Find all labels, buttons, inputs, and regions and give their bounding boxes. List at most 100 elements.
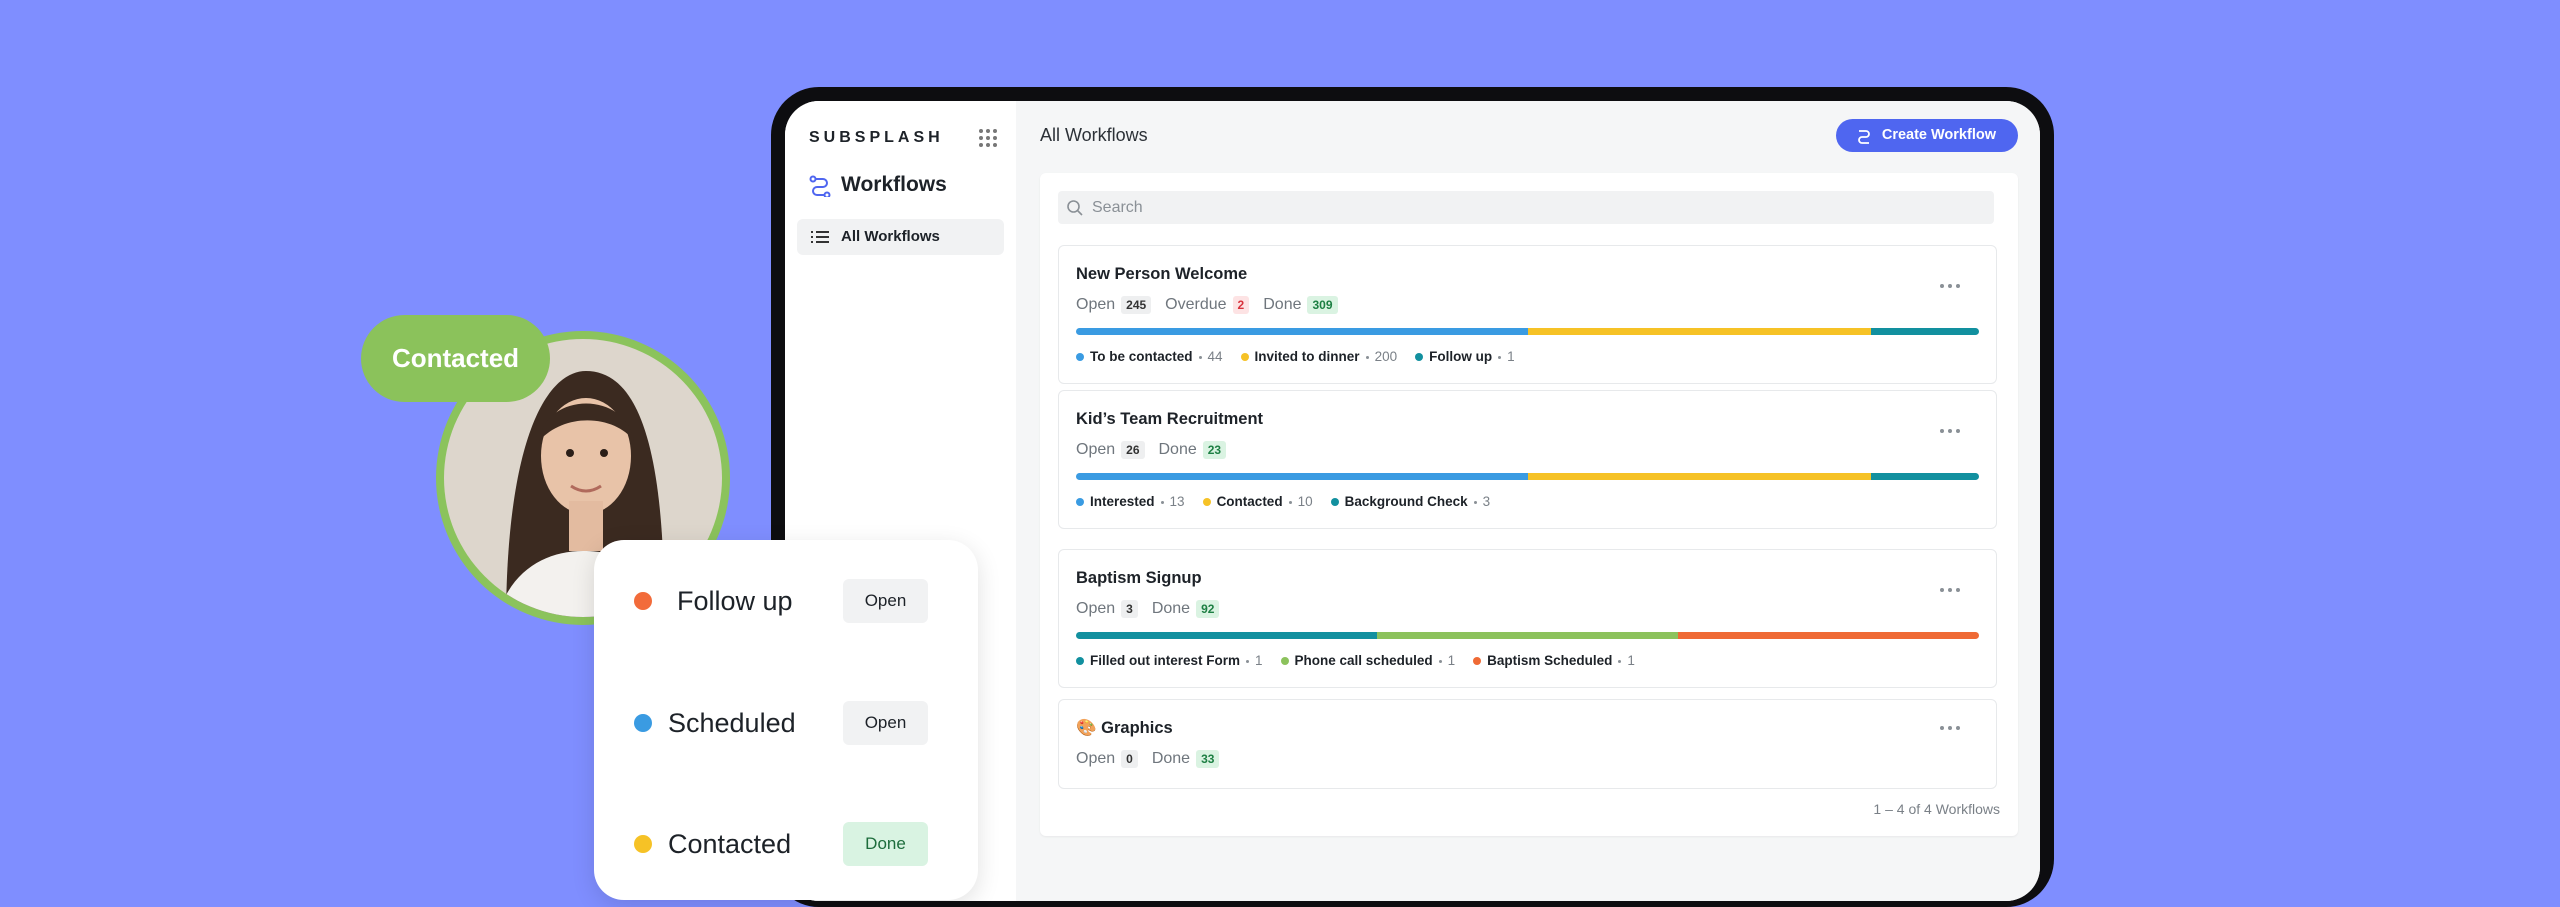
- step-count: 44: [1207, 349, 1223, 364]
- workflow-card[interactable]: Baptism Signup Open 3 Done 92 Filled out inte…: [1058, 549, 1997, 688]
- separator-dot: [1246, 659, 1250, 663]
- brand-logo: SUBSPLASH: [809, 129, 944, 146]
- search-box[interactable]: Search: [1058, 191, 1994, 224]
- separator-dot: [1438, 659, 1442, 663]
- legend-item: Phone call scheduled 1: [1280, 651, 1456, 671]
- count-item: Done 92: [1152, 596, 1220, 622]
- legend-item: Interested 13: [1076, 492, 1185, 512]
- workflow-title: Baptism Signup: [1076, 566, 1979, 590]
- count-label: Open: [1076, 296, 1116, 313]
- progress-segment: [1527, 473, 1871, 480]
- workflow-icon: 🎨: [1076, 719, 1097, 737]
- count-row: Open 3 Done 92: [1076, 596, 1979, 622]
- status-row: Scheduled Open: [594, 701, 978, 745]
- count-item: Done 33: [1152, 746, 1220, 772]
- step-legend: Filled out interest Form 1 Phone call sche…: [1076, 651, 1979, 671]
- workflow-title: 🎨 Graphics: [1076, 716, 1979, 740]
- count-row: Open 26 Done 23: [1076, 437, 1979, 463]
- workflow-title: New Person Welcome: [1076, 262, 1979, 286]
- apps-icon[interactable]: [979, 129, 997, 147]
- more-menu[interactable]: [1940, 429, 1960, 433]
- button-icon: [1858, 130, 1870, 144]
- count-value: 245: [1121, 296, 1152, 314]
- count-value: 26: [1121, 441, 1145, 459]
- progress-segment: [1527, 328, 1871, 335]
- progress-segment: [1678, 632, 1979, 639]
- status-label: Scheduled: [668, 708, 796, 738]
- status-row: Contacted Done: [594, 822, 978, 866]
- search-placeholder: Search: [1092, 199, 1143, 216]
- workflow-name: New Person Welcome: [1076, 265, 1248, 283]
- progress-bar: [1076, 328, 1979, 335]
- legend-dot: [1473, 657, 1482, 665]
- more-menu[interactable]: [1940, 284, 1960, 288]
- workflow-panel: Search 1 – 4 of 4 Workflows New Person W…: [1040, 173, 2018, 836]
- step-name: Invited to dinner: [1254, 349, 1360, 364]
- count-item: Open 245: [1076, 292, 1152, 318]
- status-card: Follow up Open Scheduled Open Contacted Done: [594, 540, 978, 900]
- count-label: Done: [1151, 600, 1191, 617]
- progress-segment: [1377, 632, 1678, 639]
- separator-dot: [1498, 355, 1502, 359]
- step-name: To be contacted: [1090, 349, 1193, 364]
- count-label: Open: [1076, 441, 1116, 458]
- legend-item: Follow up 1: [1415, 347, 1515, 367]
- step-count: 13: [1169, 494, 1185, 509]
- legend-dot: [1076, 657, 1084, 665]
- step-name: Follow up: [1429, 349, 1493, 364]
- create-button[interactable]: Create Workflow: [1835, 119, 2018, 152]
- step-count: 1: [1447, 653, 1456, 668]
- more-menu[interactable]: [1940, 726, 1960, 730]
- nav-label: All Workflows: [841, 228, 940, 245]
- status-row: Follow up Open: [594, 579, 978, 623]
- progress-segment: [1076, 632, 1377, 639]
- count-value: 33: [1196, 750, 1220, 768]
- step-name: Baptism Scheduled: [1487, 653, 1613, 668]
- count-value: 309: [1307, 296, 1338, 314]
- workflow-card[interactable]: Kid’s Team Recruitment Open 26 Done 23 Intere…: [1058, 390, 1997, 529]
- separator-dot: [1288, 500, 1292, 504]
- step-name: Filled out interest Form: [1090, 653, 1241, 668]
- progress-segment: [1870, 473, 1979, 480]
- count-item: Overdue 2: [1165, 292, 1250, 318]
- separator-dot: [1198, 355, 1202, 359]
- workflow-card[interactable]: New Person Welcome Open 245 Overdue 2 Done 309…: [1058, 245, 1997, 384]
- progress-segment: [1870, 328, 1979, 335]
- count-row: Open 245 Overdue 2 Done 309: [1076, 292, 1979, 318]
- status-badge[interactable]: Open: [843, 579, 928, 623]
- step-name: Contacted: [1216, 494, 1283, 509]
- count-label: Done: [1263, 296, 1302, 313]
- count-row: Open 0 Done 33: [1076, 746, 1979, 772]
- more-menu[interactable]: [1940, 588, 1960, 592]
- page: SUBSPLASH Workflows All Workflows All Wo…: [361, 87, 2054, 907]
- search-icon: [1067, 200, 1083, 216]
- workflow-name: Kid’s Team Recruitment: [1076, 410, 1264, 428]
- legend-item: Contacted 10: [1202, 492, 1313, 512]
- step-name: Phone call scheduled: [1294, 653, 1433, 668]
- status-badge[interactable]: Done: [843, 822, 928, 866]
- status-badge[interactable]: Open: [843, 701, 928, 745]
- count-item: Done 309: [1263, 292, 1338, 318]
- count-label: Open: [1076, 600, 1116, 617]
- count-label: Done: [1158, 441, 1197, 458]
- status-label: Follow up: [677, 586, 793, 616]
- app-screen: SUBSPLASH Workflows All Workflows All Wo…: [785, 101, 2040, 901]
- count-value: 3: [1121, 600, 1138, 618]
- list-icon: [811, 231, 829, 243]
- count-item: Open 0: [1076, 746, 1138, 772]
- separator-dot: [1365, 355, 1369, 359]
- workflow-title: Kid’s Team Recruitment: [1076, 407, 1979, 431]
- workflow-card[interactable]: 🎨 Graphics Open 0 Done 33: [1058, 699, 1997, 789]
- workflow-name: Baptism Signup: [1076, 569, 1202, 587]
- step-name: Interested: [1090, 494, 1155, 509]
- main-area: All Workflows Create Workflow Search 1 –…: [1016, 101, 2040, 901]
- separator-dot: [1160, 500, 1164, 504]
- step-name: Background Check: [1344, 494, 1468, 509]
- legend-item: Invited to dinner 200: [1240, 347, 1397, 367]
- workflow-icon: [809, 175, 831, 197]
- legend-item: Filled out interest Form 1: [1076, 651, 1263, 671]
- step-count: 10: [1297, 494, 1313, 509]
- nav-item[interactable]: All Workflows: [797, 219, 1004, 255]
- legend-item: Background Check 3: [1330, 492, 1490, 512]
- step-legend: To be contacted 44 Invited to dinner 200 Fol…: [1076, 347, 1979, 367]
